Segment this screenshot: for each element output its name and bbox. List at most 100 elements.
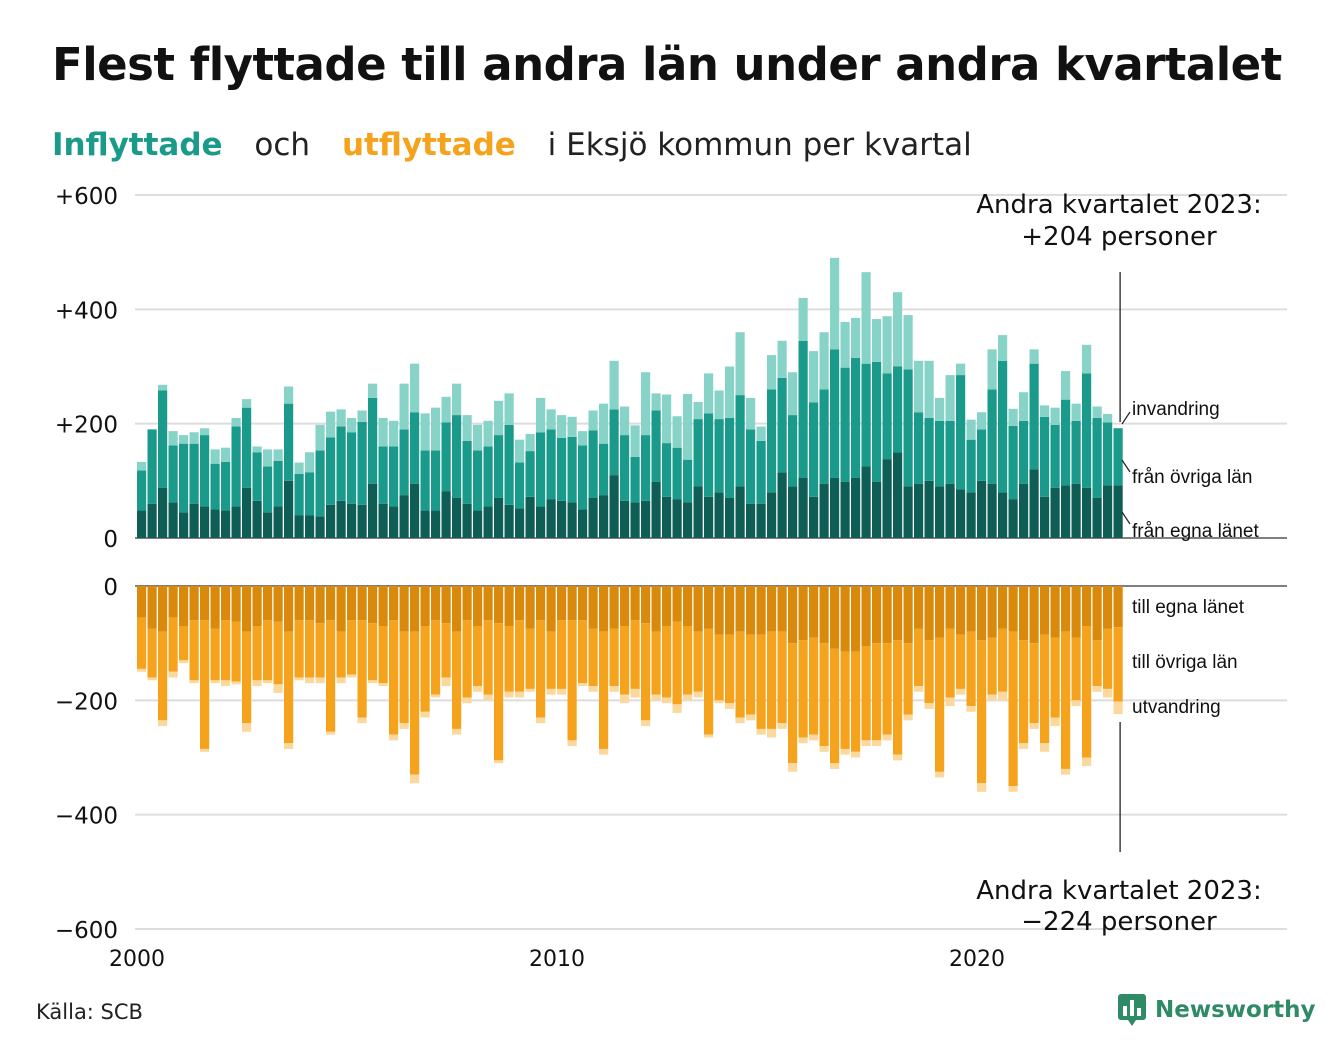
bar-in-abroad — [641, 372, 651, 436]
bar-out-abroad — [798, 737, 808, 744]
bar-in-other — [987, 389, 997, 484]
annotation-bottom-line1: Andra kvartalet 2023: — [976, 876, 1261, 906]
bar-out-abroad — [672, 704, 682, 713]
bar-in-own — [851, 477, 861, 538]
bar-in-other — [714, 419, 724, 493]
bar-out-own — [137, 586, 147, 618]
bar-in-own — [945, 483, 955, 538]
bar-in-other — [609, 409, 619, 476]
bar-in-own — [441, 491, 451, 538]
bar-in-other — [158, 390, 168, 488]
bar-out-other — [578, 620, 588, 684]
bar-out-own — [1103, 586, 1113, 629]
bar-out-own — [893, 586, 903, 641]
bar-in-abroad — [399, 383, 409, 430]
bar-in-own — [347, 503, 357, 538]
bar-in-own — [504, 504, 514, 538]
bar-in-own — [1029, 469, 1039, 538]
bar-out-abroad — [998, 691, 1008, 701]
bar-out-abroad — [1029, 723, 1039, 729]
bar-in-own — [767, 492, 777, 538]
bar-out-other — [158, 631, 168, 721]
bar-in-abroad — [1092, 406, 1102, 418]
series-label-in-other: från övriga län — [1132, 467, 1252, 488]
bar-out-other — [945, 628, 955, 698]
bar-in-other — [273, 460, 283, 507]
bar-out-abroad — [924, 703, 934, 709]
bar-in-abroad — [1029, 349, 1039, 364]
bar-in-other — [347, 432, 357, 504]
bar-in-own — [966, 492, 976, 538]
bar-in-own — [756, 503, 766, 538]
bar-in-own — [420, 510, 430, 538]
bar-out-own — [221, 586, 231, 621]
bar-out-abroad — [168, 671, 178, 678]
bar-out-other — [641, 623, 651, 721]
bar-in-own — [147, 503, 157, 538]
bar-in-own — [704, 496, 714, 538]
bar-out-own — [956, 586, 966, 635]
bar-out-abroad — [693, 691, 703, 698]
bar-out-own — [966, 586, 976, 632]
bar-out-other — [893, 640, 903, 755]
bar-out-own — [368, 586, 378, 624]
bar-in-own — [662, 496, 672, 538]
bar-in-other — [651, 410, 661, 482]
bar-out-own — [420, 586, 430, 627]
bar-in-own — [567, 502, 577, 538]
bar-in-abroad — [252, 446, 262, 453]
bar-out-other — [924, 640, 934, 704]
bar-out-other — [788, 643, 798, 764]
bar-out-other — [1092, 640, 1102, 687]
bar-out-other — [200, 620, 210, 749]
bar-in-other — [1019, 420, 1029, 484]
bar-out-own — [714, 586, 724, 635]
bar-in-other — [903, 369, 913, 487]
bar-in-abroad — [546, 409, 556, 430]
bar-in-other — [326, 437, 336, 505]
bar-in-abroad — [998, 335, 1008, 361]
bar-in-other — [473, 450, 483, 511]
bar-out-abroad — [1082, 757, 1092, 767]
bar-out-abroad — [977, 783, 987, 792]
bar-out-other — [977, 640, 987, 784]
bar-out-abroad — [609, 686, 619, 692]
bar-out-own — [473, 586, 483, 627]
bar-in-own — [683, 502, 693, 538]
bar-out-other — [410, 631, 420, 775]
bar-out-other — [630, 620, 640, 689]
bar-in-other — [735, 395, 745, 487]
bar-out-other — [462, 620, 472, 698]
bar-out-abroad — [620, 694, 630, 704]
bar-in-own — [735, 486, 745, 538]
bar-in-own — [725, 497, 735, 538]
bar-out-other — [378, 626, 388, 684]
bar-in-other — [777, 377, 787, 473]
bar-out-own — [1019, 586, 1029, 641]
bar-out-abroad — [1061, 768, 1071, 775]
bar-out-other — [987, 637, 997, 695]
bar-out-abroad — [557, 688, 567, 695]
chart-subtitle: Inflyttade och utflyttade i Eksjö kommun… — [52, 127, 994, 163]
bar-out-own — [630, 586, 640, 621]
bar-out-other — [515, 620, 525, 692]
annotations: Andra kvartalet 2023:+204 personerAndra … — [976, 190, 1261, 937]
bar-in-other — [305, 472, 315, 516]
bar-out-other — [861, 646, 871, 741]
leader-in-abroad — [1121, 411, 1131, 425]
bar-out-abroad — [567, 740, 577, 747]
bar-out-abroad — [294, 677, 304, 681]
bar-in-abroad — [1019, 392, 1029, 421]
bar-out-abroad — [336, 677, 346, 684]
bar-out-abroad — [903, 714, 913, 721]
bar-out-own — [1061, 586, 1071, 632]
bar-out-other — [882, 643, 892, 735]
bar-out-other — [1050, 637, 1060, 718]
bar-in-abroad — [578, 431, 588, 446]
bar-in-other — [242, 407, 252, 488]
bar-in-abroad — [830, 257, 840, 350]
bar-out-own — [1029, 586, 1039, 644]
bar-in-own — [1008, 499, 1018, 538]
bar-in-own — [1050, 487, 1060, 538]
bar-out-abroad — [641, 720, 651, 727]
